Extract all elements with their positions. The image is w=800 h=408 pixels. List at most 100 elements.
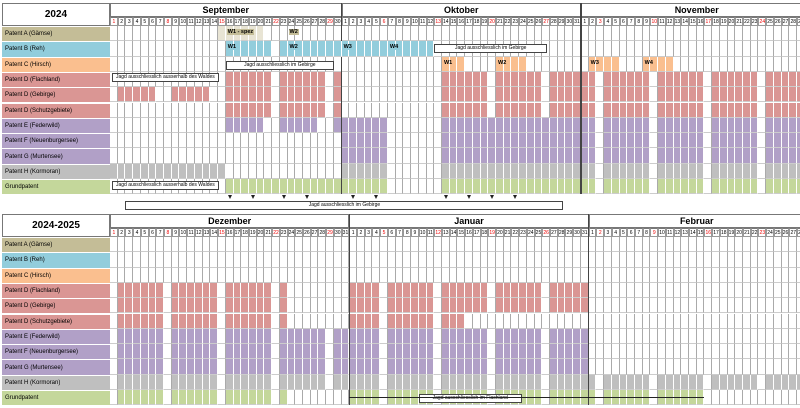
- day-number: 4: [364, 17, 373, 26]
- day-cell: [264, 148, 273, 164]
- day-cell: [704, 117, 713, 134]
- day-cell: [256, 390, 265, 406]
- day-cell: [426, 298, 435, 314]
- day-cell: [303, 374, 311, 390]
- day-cell: [604, 102, 612, 118]
- day-cell: [665, 313, 674, 329]
- day-cell: [187, 374, 195, 390]
- day-cell: [179, 298, 188, 314]
- day-cell: [403, 344, 412, 360]
- day-cell: [781, 313, 790, 329]
- patent-label: Patent D (Flachland): [2, 71, 110, 88]
- day-cell: [310, 237, 319, 253]
- day-cell: [287, 133, 296, 149]
- day-cell: [411, 163, 419, 179]
- day-cell: [642, 148, 651, 164]
- day-cell: [248, 163, 257, 179]
- day-cell: [488, 298, 496, 314]
- day-cell: [696, 328, 705, 345]
- day-cell: [781, 374, 790, 390]
- day-cell: [689, 313, 697, 329]
- day-cell: [403, 359, 412, 375]
- day-cell: [272, 267, 280, 283]
- day-cell: [303, 102, 311, 118]
- day-cell: [565, 282, 574, 299]
- day-cell: [287, 344, 296, 360]
- day-cell: [225, 359, 234, 375]
- day-cell: [750, 374, 759, 390]
- day-cell: [171, 102, 180, 118]
- day-cell: [634, 133, 643, 149]
- day-cell: [449, 87, 458, 103]
- day-cell: [542, 359, 551, 375]
- day-cell: [750, 282, 759, 299]
- day-cell: [318, 71, 327, 88]
- day-cell: [241, 133, 249, 149]
- day-cell: [326, 87, 334, 103]
- day-cell: [472, 282, 481, 299]
- day-cell: [357, 328, 365, 345]
- day-cell: [681, 133, 689, 149]
- day-cell: [573, 267, 581, 283]
- day-cell: [588, 344, 597, 360]
- day-cell: [164, 267, 172, 283]
- day-cell: [526, 374, 535, 390]
- day-cell: [619, 237, 628, 253]
- day-cell: [596, 56, 605, 72]
- day-cell: [766, 252, 774, 268]
- day-cell: [712, 359, 720, 375]
- day-cell: [272, 359, 280, 375]
- day-cell: [650, 282, 659, 299]
- day-cell: [650, 148, 659, 164]
- day-cell: [503, 237, 512, 253]
- day-cell: [496, 252, 504, 268]
- day-cell: [519, 359, 527, 375]
- day-cell: [303, 237, 311, 253]
- day-cell: [773, 313, 782, 329]
- day-cell: [110, 237, 118, 253]
- day-cell: [704, 87, 713, 103]
- day-cell: [148, 26, 157, 42]
- day-cell: [550, 41, 558, 57]
- day-cell: [210, 133, 219, 149]
- day-cell: [750, 71, 759, 88]
- day-number: 10: [179, 17, 188, 26]
- day-cell: [225, 117, 234, 134]
- day-cell: [611, 71, 620, 88]
- day-cell: [565, 313, 574, 329]
- day-number: 18: [480, 228, 489, 237]
- day-cell: [743, 117, 751, 134]
- day-cell: [256, 26, 265, 42]
- day-cell: [550, 328, 558, 345]
- day-cell: [326, 179, 334, 195]
- day-cell: [797, 374, 800, 390]
- day-cell: [519, 282, 527, 299]
- day-cell: [611, 374, 620, 390]
- day-cell: [457, 133, 466, 149]
- day-cell: [357, 117, 365, 134]
- day-cell: [735, 56, 744, 72]
- day-cell: [758, 282, 767, 299]
- day-cell: [279, 328, 288, 345]
- day-cell: [341, 133, 350, 149]
- day-cell: [781, 359, 790, 375]
- day-cell: [565, 163, 574, 179]
- day-cell: [604, 179, 612, 195]
- day-cell: [411, 298, 419, 314]
- day-cell: [557, 313, 566, 329]
- day-cell: [310, 344, 319, 360]
- day-cell: [534, 298, 543, 314]
- day-cell: [441, 102, 450, 118]
- day-cell: [164, 328, 172, 345]
- day-cell: [441, 359, 450, 375]
- day-cell: [465, 313, 473, 329]
- day-cell: [264, 71, 273, 88]
- day-cell: [696, 41, 705, 57]
- day-cell: [279, 359, 288, 375]
- day-cell: [426, 252, 435, 268]
- day-cell: [511, 102, 520, 118]
- day-cell: [781, 344, 790, 360]
- day-number: 29: [565, 228, 574, 237]
- day-cell: [634, 328, 643, 345]
- day-cell: [295, 328, 303, 345]
